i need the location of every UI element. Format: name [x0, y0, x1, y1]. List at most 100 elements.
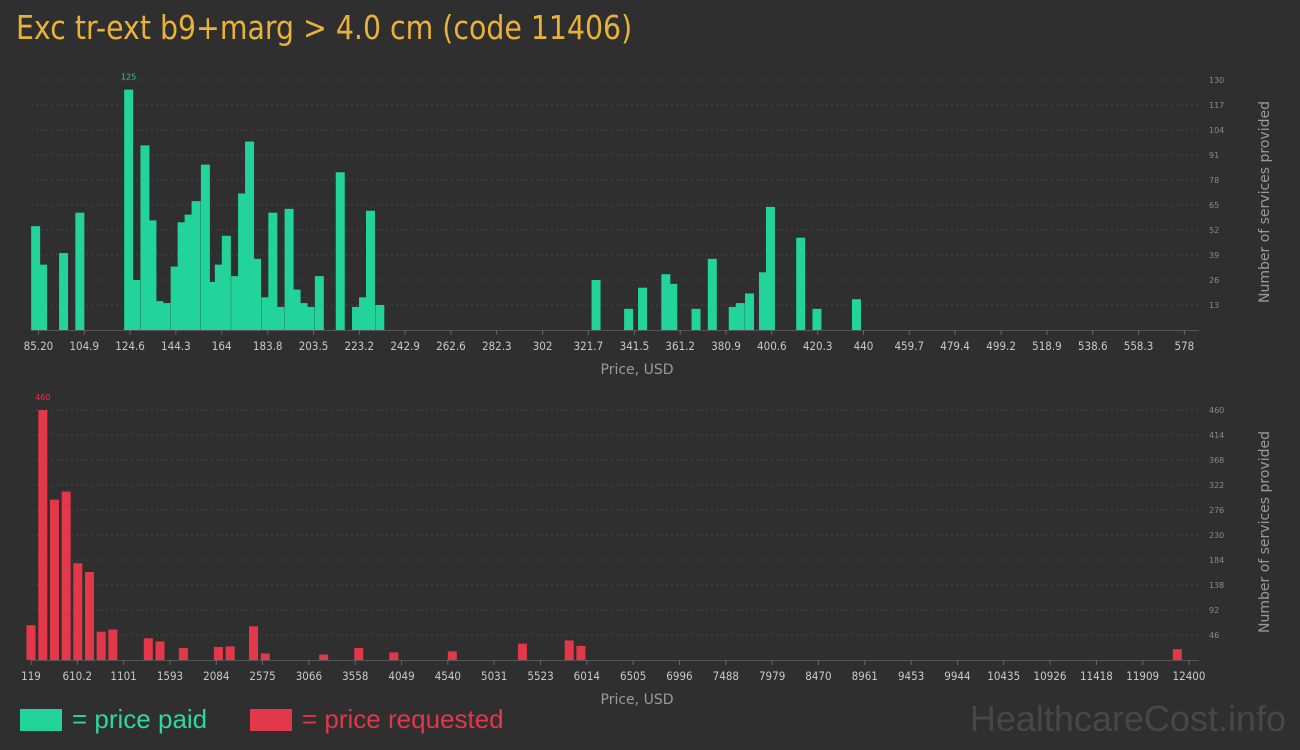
y-tick-label: 65	[1209, 201, 1219, 210]
x-tick-label: 242.9	[390, 339, 420, 353]
x-tick-label: 420.3	[803, 339, 833, 353]
y-tick-label: 13	[1209, 301, 1219, 310]
y-tick-label: 104	[1209, 126, 1224, 135]
bar	[143, 638, 153, 660]
bar	[213, 646, 223, 660]
bar	[96, 631, 106, 660]
bar	[851, 299, 861, 330]
bar	[225, 646, 235, 660]
bar	[260, 653, 270, 660]
x-tick-label: 10926	[1034, 669, 1067, 683]
bar	[758, 272, 768, 330]
bar	[184, 214, 194, 330]
legend-swatch-paid	[20, 708, 62, 731]
bar	[38, 264, 48, 330]
chart-price-paid: 13 26 39 52 65 78 91 104 117 130 85.20 104.9 124.6 1…	[24, 73, 1273, 378]
y-tick-label: 46	[1209, 631, 1219, 640]
legend-price-requested: = price requested	[250, 704, 504, 735]
x-tick-label: 380.9	[711, 339, 741, 353]
bar	[108, 629, 118, 660]
y-tick-label: 91	[1209, 151, 1219, 160]
bar	[447, 651, 457, 660]
watermark: HealthcareCost.info	[969, 698, 1286, 739]
y-tick-label: 322	[1209, 481, 1224, 490]
x-tick-label: 6996	[666, 669, 692, 683]
y-axis-title-requested: Number of services provided	[1257, 431, 1273, 633]
x-tick-label: 282.3	[482, 339, 512, 353]
x-tick-label: 6505	[620, 669, 646, 683]
y-ticks-requested: 46 92 138 184 230 276 322 368 414 460	[1209, 406, 1224, 640]
x-tick-label: 610.2	[63, 669, 93, 683]
x-tick-label: 11909	[1126, 669, 1159, 683]
y-tick-label: 130	[1209, 76, 1224, 85]
bar	[155, 641, 165, 660]
x-tick-label: 11418	[1080, 669, 1113, 683]
x-tick-label: 499.2	[986, 339, 1016, 353]
x-tick-label: 203.5	[299, 339, 329, 353]
x-tick-label: 104.9	[69, 339, 99, 353]
x-tick-label: 8470	[805, 669, 831, 683]
bar	[84, 571, 94, 660]
x-tick-label: 119	[21, 669, 41, 683]
x-tick-label: 2575	[249, 669, 275, 683]
grid-lines-paid	[31, 79, 1199, 331]
y-ticks-paid: 13 26 39 52 65 78 91 104 117 130	[1209, 76, 1224, 310]
bar	[38, 410, 48, 660]
bar	[268, 212, 278, 330]
bar	[638, 287, 648, 330]
bar	[170, 266, 180, 330]
peak-label-paid: 125	[121, 73, 136, 82]
y-tick-label: 78	[1209, 176, 1219, 185]
x-tick-label: 7979	[759, 669, 785, 683]
x-tick-label: 361.2	[665, 339, 695, 353]
y-tick-label: 117	[1209, 101, 1224, 110]
y-axis-title-paid: Number of services provided	[1257, 101, 1273, 303]
bar	[200, 164, 210, 330]
bar	[668, 283, 678, 330]
bar	[61, 491, 71, 660]
bar	[624, 308, 634, 330]
x-tick-label: 85.20	[24, 339, 54, 353]
bar	[354, 648, 364, 660]
x-tick-label: 440	[854, 339, 874, 353]
bar	[252, 258, 262, 330]
y-tick-label: 39	[1209, 251, 1219, 260]
bar	[177, 222, 187, 330]
y-tick-label: 230	[1209, 531, 1224, 540]
x-tick-label: 3558	[342, 669, 368, 683]
x-tick-label: 321.7	[574, 339, 604, 353]
bar	[221, 235, 231, 330]
x-tick-label: 10435	[987, 669, 1020, 683]
bar	[154, 301, 164, 330]
x-tick-label: 5031	[481, 669, 507, 683]
bar	[261, 297, 271, 330]
y-tick-label: 138	[1209, 581, 1224, 590]
grid-lines-requested	[31, 409, 1199, 661]
y-tick-label: 52	[1209, 226, 1219, 235]
bar	[73, 563, 83, 660]
bar	[517, 643, 527, 660]
x-tick-label: 302	[533, 339, 553, 353]
x-ticks-paid: 85.20 104.9 124.6 144.3 164 183.8 203.5 223.2 24…	[24, 330, 1194, 353]
bar	[812, 308, 822, 330]
x-tick-label: 124.6	[115, 339, 145, 353]
bar	[352, 306, 362, 330]
x-tick-label: 2084	[203, 669, 229, 683]
page-title: Exc tr-ext b9+marg > 4.0 cm (code 11406)	[16, 8, 633, 47]
x-tick-label: 400.6	[757, 339, 787, 353]
legend-price-paid: = price paid	[20, 704, 207, 735]
bar	[389, 652, 399, 660]
bar	[359, 297, 369, 330]
legend-swatch-requested	[250, 708, 292, 731]
x-tick-label: 9453	[898, 669, 924, 683]
bar	[591, 280, 601, 330]
x-tick-label: 144.3	[161, 339, 191, 353]
bar	[335, 172, 345, 330]
x-tick-label: 12400	[1173, 669, 1206, 683]
x-tick-label: 1101	[110, 669, 136, 683]
x-tick-label: 459.7	[894, 339, 924, 353]
x-tick-label: 223.2	[345, 339, 375, 353]
x-tick-label: 262.6	[436, 339, 466, 353]
x-axis-title-paid: Price, USD	[601, 362, 674, 378]
